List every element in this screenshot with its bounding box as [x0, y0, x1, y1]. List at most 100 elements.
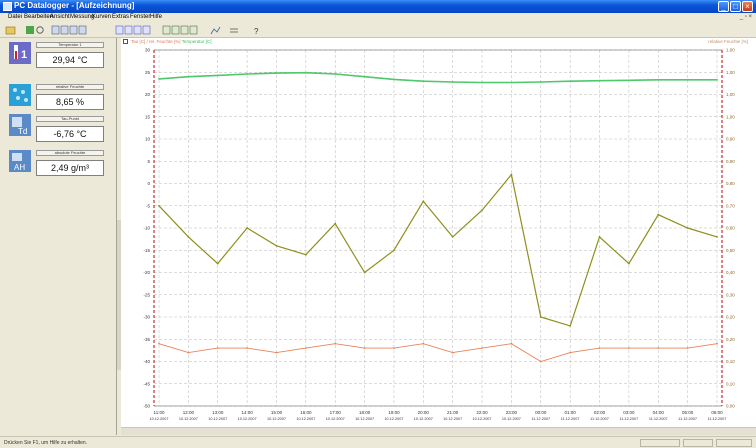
- svg-text:?: ?: [254, 27, 259, 36]
- data-point-humidity: [216, 347, 219, 350]
- open-icon[interactable]: [5, 26, 16, 35]
- maximize-button[interactable]: □: [730, 1, 741, 12]
- data-point-temperature: [451, 81, 454, 83]
- status-pane-2: [683, 439, 713, 447]
- graph-header: Tau [C] / rel. Feuchte [%] Temperatur [C…: [121, 38, 756, 46]
- y-tick-label: -50: [143, 404, 150, 409]
- x-tick-time: 19:00: [388, 410, 400, 415]
- x-tick-date: 11.12.2007: [620, 417, 639, 421]
- x-tick-time: 11:00: [154, 410, 165, 415]
- x-tick-date: 10.12.2007: [355, 417, 374, 421]
- data-point-temperature: [716, 78, 718, 81]
- y-tick-label: 20: [145, 92, 151, 97]
- data-point-humidity: [686, 347, 689, 350]
- zoom-icon-group-1[interactable]: [51, 25, 87, 35]
- data-point-temperature: [216, 74, 219, 77]
- svg-text:AH: AH: [14, 163, 25, 172]
- data-point-temperature: [393, 78, 395, 81]
- connect-icon[interactable]: [26, 26, 34, 34]
- y-tick-label: -30: [143, 315, 150, 320]
- sensor-select-checkbox[interactable]: [123, 39, 128, 44]
- svg-text:1: 1: [21, 49, 27, 61]
- data-point-humidity: [246, 347, 249, 350]
- humidity-icon: [9, 84, 31, 106]
- data-point-humidity: [598, 347, 601, 350]
- data-point-temperature: [657, 78, 660, 81]
- data-point-humidity: [187, 351, 190, 354]
- series-line-dewpoint: [158, 173, 718, 327]
- data-point-temperature: [187, 75, 190, 78]
- grid-icon[interactable]: [230, 28, 238, 33]
- dewpoint-icon: Td: [9, 114, 31, 136]
- y2-tick-label: 0,10: [726, 381, 735, 386]
- data-point-temperature: [481, 81, 483, 84]
- data-point-dewpoint: [686, 227, 689, 229]
- y2-tick-label: 0,30: [726, 292, 735, 297]
- data-point-humidity: [627, 347, 630, 350]
- menu-kurven[interactable]: Kurven: [92, 14, 112, 20]
- x-tick-time: 18:00: [359, 410, 371, 415]
- menu-bearbeiten[interactable]: Bearbeiten: [24, 14, 54, 20]
- y-tick-label: -25: [143, 292, 150, 297]
- data-point-dewpoint: [158, 204, 160, 207]
- y-tick-label: -35: [143, 337, 150, 342]
- data-point-dewpoint: [304, 253, 307, 256]
- data-point-humidity: [716, 342, 718, 345]
- absolute-humidity-icon: AH: [9, 150, 31, 172]
- horizontal-scrollbar[interactable]: [121, 427, 756, 435]
- x-tick-time: 17:00: [330, 410, 342, 415]
- data-point-dewpoint: [363, 271, 366, 274]
- chart-icon[interactable]: [210, 26, 221, 35]
- x-tick-time: 01:00: [565, 410, 577, 415]
- thermometer-icon: 1: [9, 42, 31, 64]
- x-tick-date: 10.12.2007: [179, 417, 198, 421]
- data-point-dewpoint: [539, 316, 542, 318]
- minimize-button[interactable]: _: [718, 1, 729, 12]
- x-tick-date: 11.12.2007: [649, 417, 668, 421]
- status-pane-1: [640, 439, 680, 447]
- x-tick-time: 05:00: [682, 410, 694, 415]
- x-tick-date: 11.12.2007: [561, 417, 580, 421]
- help-icon[interactable]: ?: [254, 27, 259, 36]
- y2-tick-label: 0,20: [726, 315, 735, 320]
- sensor-value-4: 2,49 g/m³: [36, 160, 104, 176]
- sensor-label-3: Tau-Punkt: [36, 116, 104, 122]
- status-hint: Drücken Sie F1, um Hilfe zu erhalten.: [4, 440, 88, 446]
- data-point-dewpoint: [216, 262, 219, 265]
- y2-tick-label: 0,50: [726, 248, 735, 253]
- series-line-humidity: [158, 343, 718, 362]
- menu-ansicht[interactable]: Ansicht: [50, 14, 70, 20]
- data-point-dewpoint: [569, 325, 572, 327]
- menu-datei[interactable]: Datei: [8, 14, 23, 20]
- x-tick-date: 10.12.2007: [267, 417, 286, 421]
- panel-splitter[interactable]: [117, 220, 121, 370]
- y2-tick-label: 0,10: [726, 359, 735, 364]
- axis-icon-group[interactable]: [162, 25, 198, 35]
- settings-icon[interactable]: [36, 26, 44, 34]
- y-tick-label: 30: [145, 48, 151, 53]
- menu-messung[interactable]: Messung: [70, 14, 95, 20]
- x-tick-time: 16:00: [300, 410, 312, 415]
- menu-extras[interactable]: Extras: [112, 14, 130, 20]
- data-point-temperature: [539, 81, 542, 83]
- menu-fenster[interactable]: Fenster: [130, 14, 151, 20]
- data-point-dewpoint: [510, 173, 513, 176]
- y-tick-label: 0: [147, 181, 150, 186]
- x-tick-time: 20:00: [418, 410, 430, 415]
- data-point-humidity: [539, 360, 542, 363]
- x-tick-time: 23:00: [506, 410, 518, 415]
- x-tick-time: 15:00: [271, 410, 283, 415]
- zoom-icon-group-2[interactable]: [115, 25, 151, 35]
- toolbar: ?: [0, 23, 756, 38]
- series-line-temperature: [158, 71, 717, 84]
- chart[interactable]: 30 1,00 25 1,00 20 1,00 15 1,00 10 0,90 5 0,90 0 0,80…: [121, 38, 756, 427]
- menu-hilfe[interactable]: Hilfe: [150, 14, 163, 20]
- y-tick-label: 10: [145, 137, 151, 142]
- graph-window: Tau [C] / rel. Feuchte [%] Temperatur [C…: [121, 38, 756, 435]
- data-point-humidity: [569, 351, 572, 354]
- data-point-dewpoint: [451, 236, 454, 238]
- x-tick-time: 21:00: [447, 410, 459, 415]
- mdi-window-controls[interactable]: _ ▫ ×: [739, 14, 752, 20]
- close-button[interactable]: ×: [742, 1, 753, 12]
- data-point-dewpoint: [598, 236, 601, 238]
